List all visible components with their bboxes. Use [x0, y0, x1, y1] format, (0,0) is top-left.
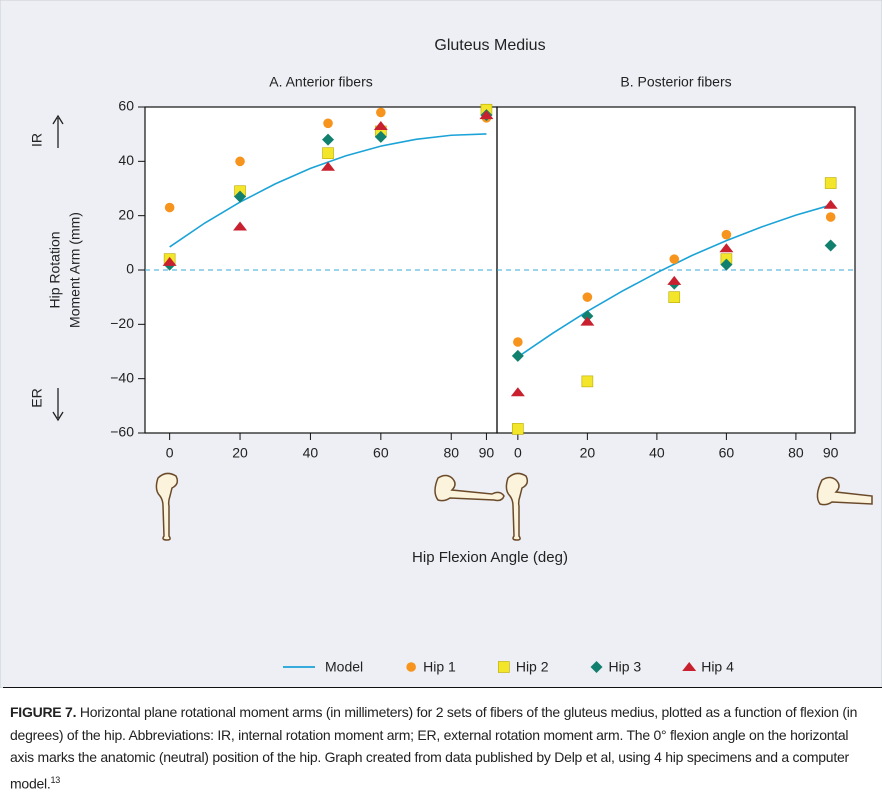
x-tick-label: 90: [479, 445, 495, 461]
panel-title: A. Anterior fibers: [269, 74, 373, 90]
point: [581, 310, 594, 323]
point: [321, 161, 336, 171]
point: [374, 130, 387, 143]
point: [513, 337, 523, 347]
point: [720, 258, 733, 271]
hip-icon: [505, 472, 529, 541]
ir-label: IR: [29, 133, 45, 147]
y-tick-label: −40: [110, 369, 134, 385]
x-axis-label: Hip Flexion Angle (deg): [412, 549, 568, 566]
point: [479, 110, 494, 120]
figure-title: Gluteus Medius: [434, 37, 545, 54]
ir-arrow: [52, 114, 64, 148]
point: [511, 349, 524, 362]
point: [823, 199, 838, 209]
panel-title: B. Posterior fibers: [620, 74, 731, 90]
y-tick-label: 40: [118, 152, 134, 168]
point: [233, 221, 248, 231]
point: [580, 316, 595, 326]
x-tick-label: 0: [166, 445, 174, 461]
point: [510, 387, 525, 397]
legend-swatch: [498, 661, 510, 673]
point: [376, 107, 386, 118]
point: [373, 121, 388, 131]
point: [582, 292, 593, 302]
point: [824, 177, 837, 189]
caption: FIGURE 7. Horizontal plane rotational mo…: [0, 697, 882, 795]
point: [669, 254, 680, 264]
x-tick-label: 80: [443, 445, 459, 461]
x-tick-label: 90: [823, 445, 839, 461]
caption-ref: 13: [50, 774, 61, 785]
legend-label: Hip 2: [516, 659, 549, 675]
x-tick-label: 60: [373, 445, 389, 461]
caption-bar: [3, 687, 882, 688]
point: [322, 147, 334, 159]
legend-swatch: [406, 662, 416, 672]
legend-swatch: [590, 661, 603, 673]
point: [322, 133, 335, 146]
y-tick-label: −60: [110, 424, 134, 440]
x-tick-label: 40: [303, 445, 319, 461]
x-tick-label: 20: [580, 445, 596, 461]
point: [824, 239, 837, 252]
point: [667, 275, 682, 285]
point: [512, 423, 524, 435]
x-tick-label: 20: [232, 445, 248, 461]
er-label: ER: [29, 388, 45, 407]
y-axis-label: Moment Arm (mm): [67, 212, 83, 328]
legend-label: Hip 4: [701, 659, 734, 675]
x-tick-label: 40: [649, 445, 665, 461]
caption-label: FIGURE 7.: [10, 704, 77, 720]
hip-icon: [816, 476, 873, 506]
y-tick-label: 20: [118, 206, 134, 222]
legend-label: Hip 1: [423, 659, 456, 675]
y-tick-label: 0: [126, 261, 134, 277]
hip-icon: [434, 474, 505, 502]
point: [668, 291, 681, 303]
x-tick-label: 60: [719, 445, 735, 461]
legend-label: Model: [325, 659, 363, 675]
point: [164, 202, 175, 213]
point: [323, 118, 333, 129]
point: [721, 229, 732, 240]
er-arrow: [52, 388, 64, 422]
caption-text: Horizontal plane rotational moment arms …: [10, 704, 858, 792]
legend: Model Hip 1 Hip 2 Hip 3 Hip 4: [283, 659, 734, 675]
hip-icons: [155, 472, 873, 541]
point: [825, 212, 836, 222]
point: [162, 256, 177, 266]
point: [235, 156, 245, 167]
hip-icon: [155, 472, 179, 541]
x-tick-label: 0: [514, 445, 522, 461]
model-line: [517, 204, 831, 358]
point: [581, 375, 594, 388]
y-axis-label: Hip Rotation: [47, 231, 63, 308]
legend-swatch: [682, 662, 697, 671]
point: [234, 190, 247, 203]
figure: Gluteus Medius Hip Flexion Angle (deg) H…: [0, 0, 882, 688]
legend-label: Hip 3: [609, 659, 642, 675]
y-tick-label: −20: [110, 315, 134, 331]
x-tick-label: 80: [788, 445, 804, 461]
y-tick-label: 60: [118, 98, 134, 114]
point: [719, 243, 734, 253]
